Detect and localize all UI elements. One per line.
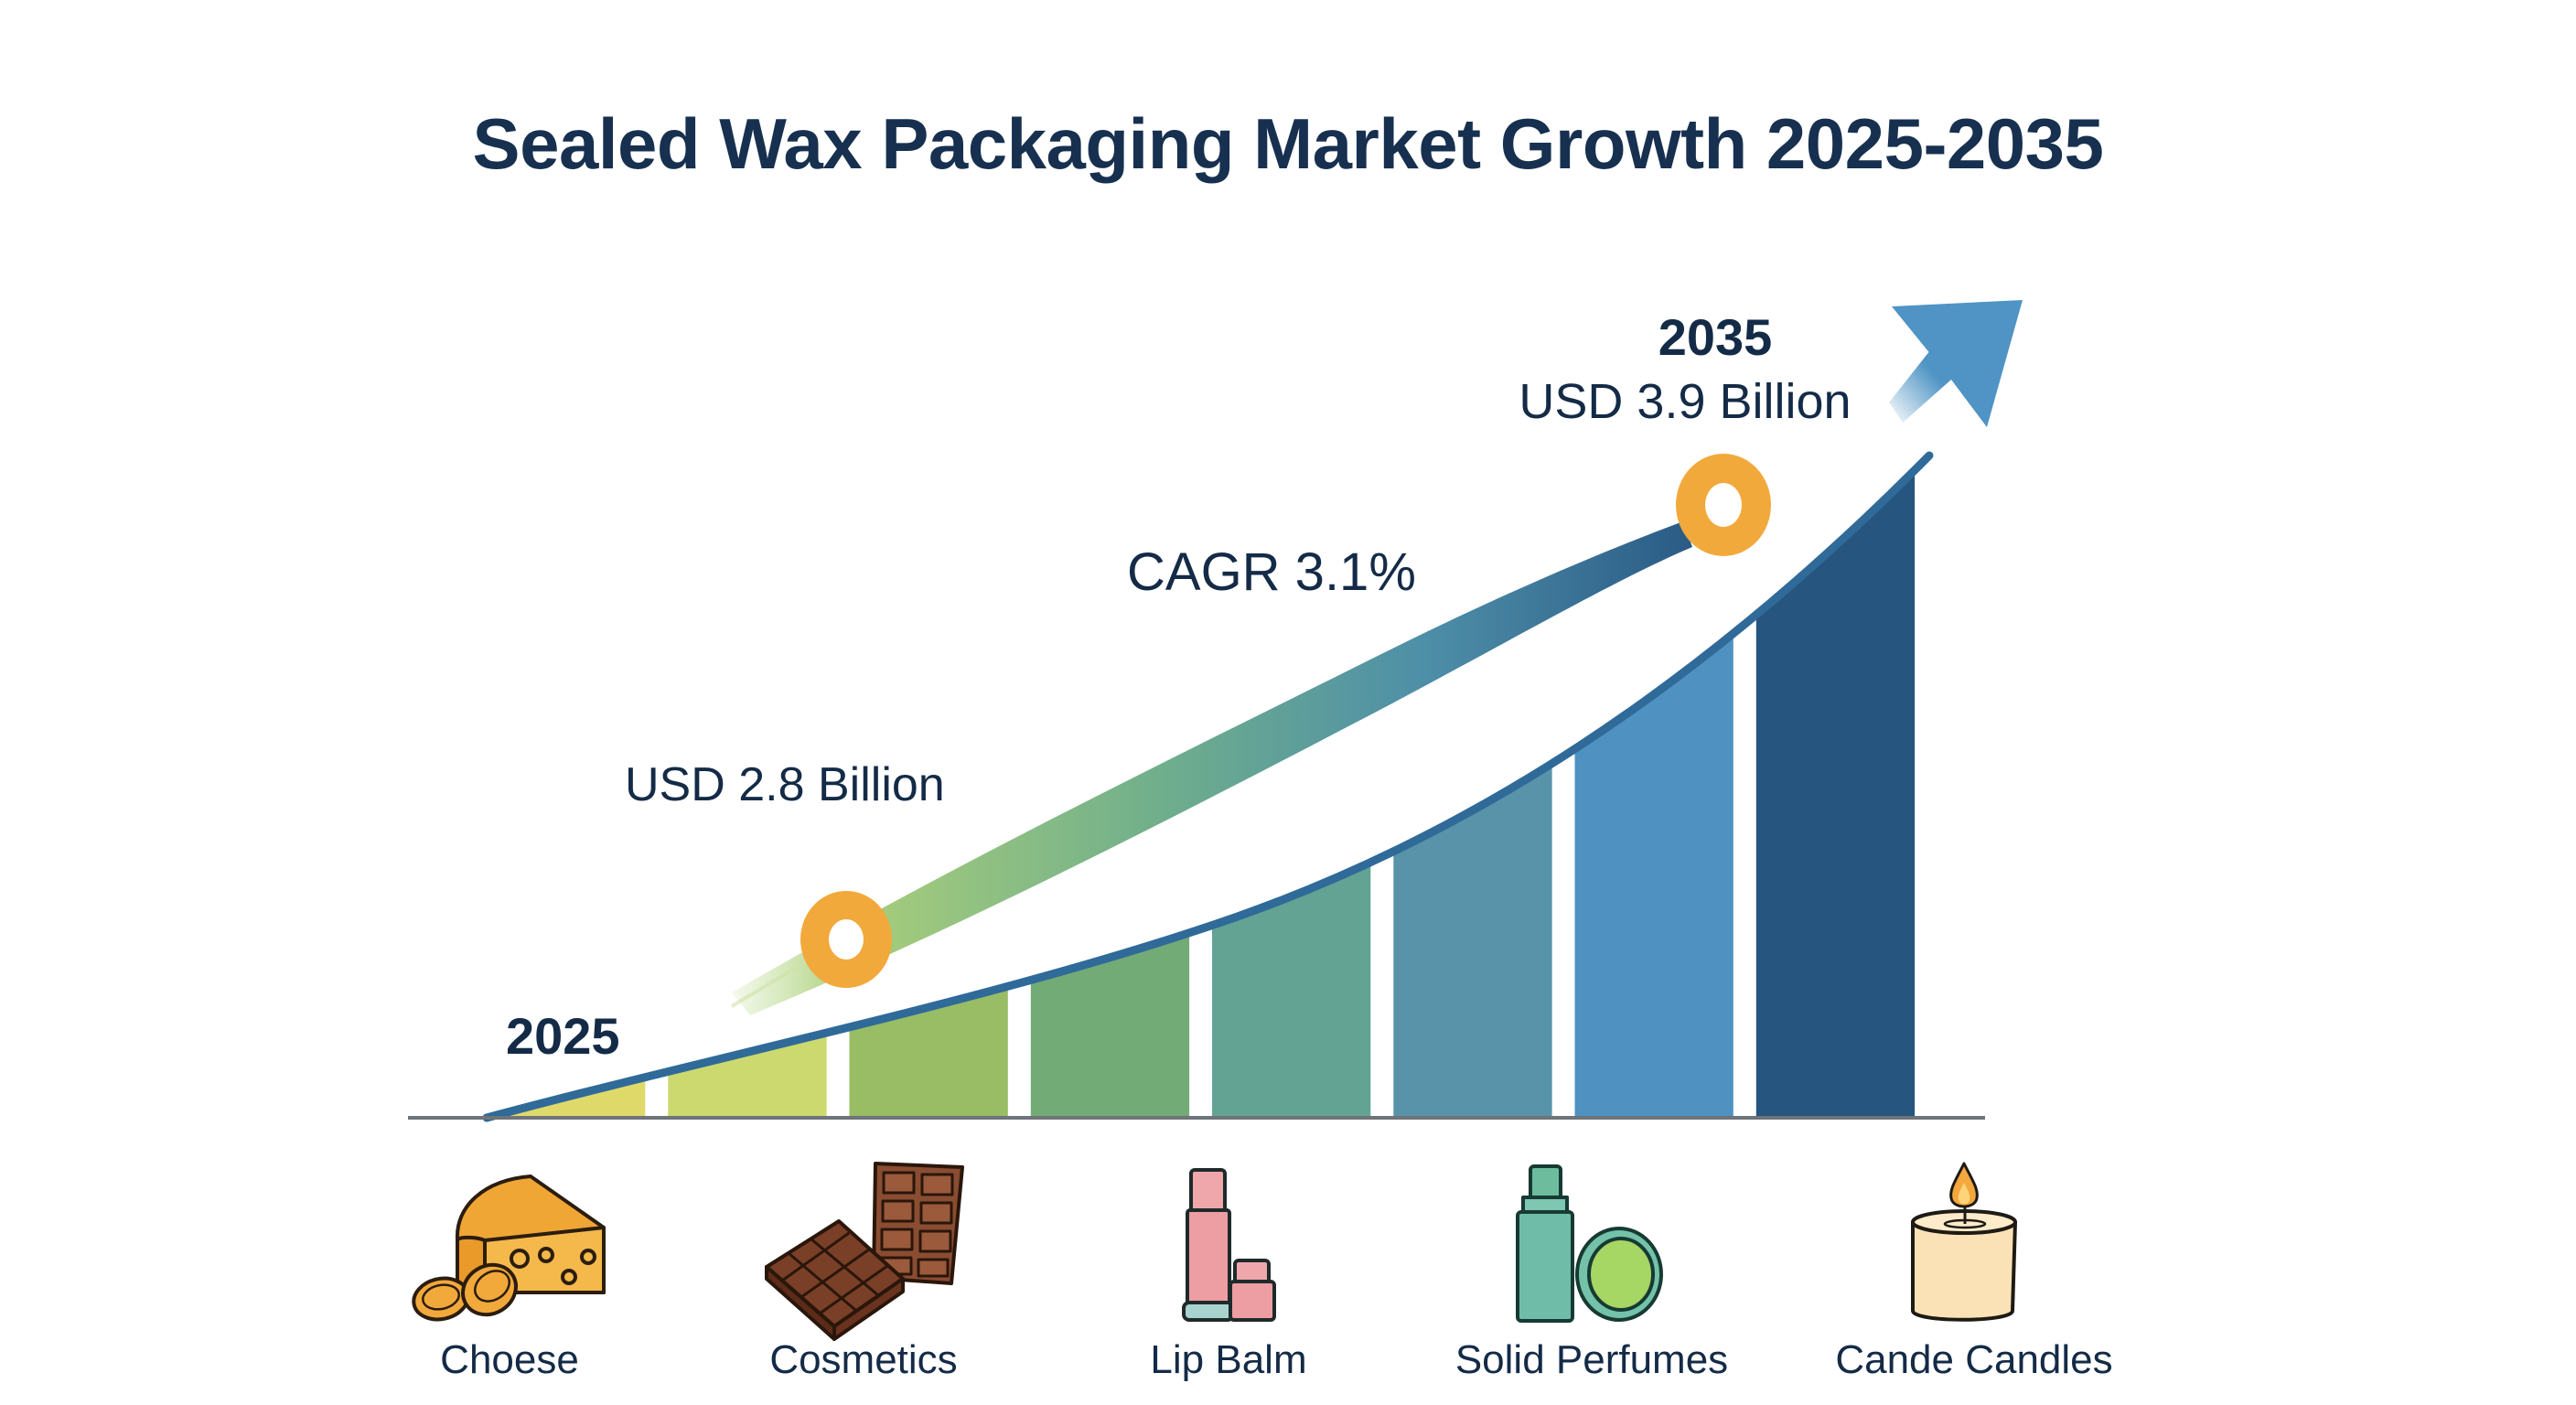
end-year-label: 2035 bbox=[1658, 308, 1773, 366]
chart-title: Sealed Wax Packaging Market Growth 2025-… bbox=[472, 103, 2104, 184]
lip-balm-icon bbox=[1182, 1168, 1276, 1322]
start-value-label: USD 2.8 Billion bbox=[625, 758, 945, 811]
marker-2035 bbox=[1676, 454, 1771, 556]
end-value-label: USD 3.9 Billion bbox=[1519, 374, 1852, 429]
growth-curve bbox=[482, 451, 1934, 1122]
candle-icon bbox=[1911, 1162, 2017, 1322]
cheese-icon bbox=[412, 1174, 606, 1322]
cagr-label: CAGR 3.1% bbox=[1127, 542, 1416, 602]
solid-perfume-icon bbox=[1516, 1164, 1663, 1323]
trend-ribbon bbox=[732, 521, 1692, 1015]
chocolate-bar-icon bbox=[765, 1162, 964, 1341]
category-label-solid-perfumes: Solid Perfumes bbox=[1454, 1337, 1729, 1382]
category-label-lip-balm: Lip Balm bbox=[1150, 1337, 1307, 1382]
category-label-candles: Cande Candles bbox=[1835, 1337, 2113, 1382]
arrow-shaft bbox=[1889, 350, 1951, 423]
category-label-cheese: Choese bbox=[440, 1337, 579, 1382]
start-year-label: 2025 bbox=[506, 1007, 620, 1065]
arrow-head-icon bbox=[1892, 300, 2023, 427]
category-label-cosmetics: Cosmetics bbox=[769, 1337, 958, 1382]
marker-2025 bbox=[800, 891, 892, 988]
